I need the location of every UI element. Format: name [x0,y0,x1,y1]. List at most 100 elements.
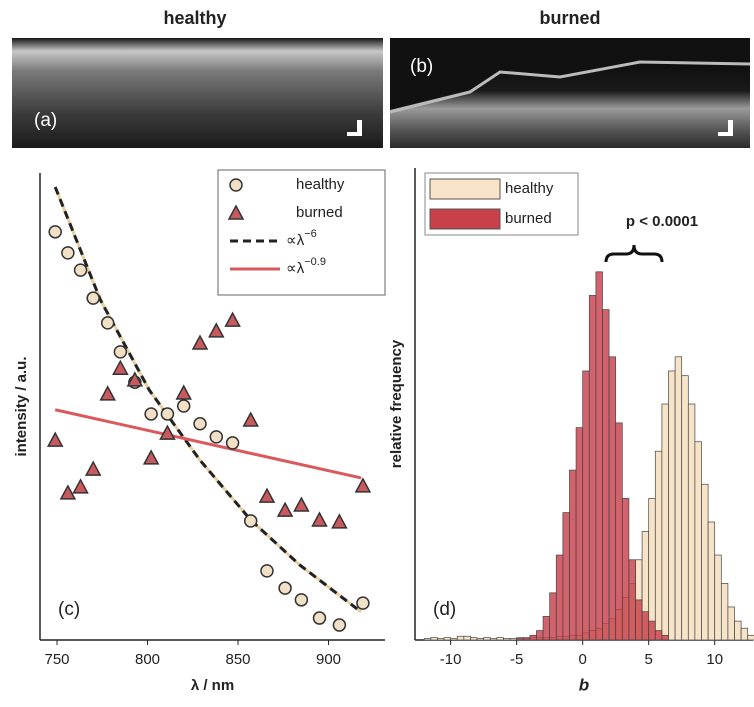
histogram-bar [522,637,531,641]
point [100,316,115,330]
histogram-bar [734,620,742,641]
legend-label: burned [505,210,552,227]
histogram-bar [727,606,735,641]
legend-marker [227,204,245,220]
point [225,436,240,450]
point [112,359,129,375]
point [99,385,116,401]
x-tick-label: 750 [44,651,69,668]
histogram-bar [654,450,663,641]
image-title: healthy [163,8,226,28]
oct-image-b: (b) [389,38,751,148]
x-tick-label: -5 [510,651,523,668]
histogram-bar [648,498,656,641]
point [176,399,191,413]
point [260,564,274,578]
histogram-bar [463,635,471,641]
point [311,511,328,527]
y-axis-label: relative frequency [388,339,405,468]
histogram-bar [496,637,504,641]
histogram-bar [740,627,749,641]
histogram-bar [707,521,716,641]
legend-name: ∝λ [286,260,305,277]
y-axis-label: intensity / a.u. [13,356,30,456]
x-tick-label: 0 [579,651,587,668]
point [175,384,192,400]
point [332,618,347,632]
x-tick-label: -10 [440,651,462,668]
histogram-bar [443,637,451,641]
legend-box [217,169,386,296]
legend-name: healthy [296,176,345,193]
legend-label: healthy [296,176,345,193]
point [356,596,370,610]
histogram-bar [714,554,722,641]
legend-patch [429,208,501,230]
histogram-bar [635,599,643,641]
histogram-bar [509,638,518,641]
histogram-bar [687,403,696,641]
brace [604,244,664,263]
legend-label: ∝λ−0.9 [286,256,326,277]
fit-line [53,186,363,614]
histogram-bar [489,638,498,641]
point [331,513,348,529]
histogram-bar [654,630,663,641]
panel-label: (c) [58,599,80,620]
x-tick-label: 10 [706,651,723,668]
histogram-bar [450,638,458,641]
histogram-bar [674,356,683,641]
histogram-bar [437,638,445,641]
annotation: p < 0.0001 [626,213,698,230]
x-tick-label: 850 [226,651,251,668]
point [209,430,224,444]
point [160,407,175,421]
x-tick-label: 800 [135,651,160,668]
histogram-bar [661,634,669,641]
point [258,487,276,503]
histogram-bar [542,616,551,641]
histogram-bar [694,441,702,641]
point [293,496,310,512]
point [113,345,128,359]
histogram-bar [549,592,557,641]
point [61,246,75,260]
histogram-bar [608,356,617,641]
point [278,581,292,595]
legend-marker [229,178,243,192]
x-axis-label: λ / nm [191,677,234,694]
histogram-bar [661,403,669,641]
histogram-bar [615,422,623,641]
histogram-bar [641,611,650,641]
histogram-bar [529,634,537,641]
histogram-bar [423,638,432,641]
point [159,424,176,440]
histogram-bar [701,483,709,641]
legend-label: healthy [505,180,554,197]
x-axis-label: b [579,675,589,694]
histogram-bar [668,370,676,641]
histogram-bar [621,498,630,641]
point [86,291,100,305]
point [243,514,258,528]
legend-name: burned [296,204,343,221]
histogram-bar [555,554,564,641]
histogram-bar [588,295,597,641]
image-title: burned [540,8,601,28]
histogram-bar [562,512,570,641]
image-label: (b) [410,56,433,77]
legend-label: burned [296,204,343,221]
point [242,411,259,427]
point [354,477,372,493]
x-tick-label: 900 [316,651,341,668]
histogram-bar [503,638,511,641]
histogram-bar [483,637,491,641]
point [84,460,102,476]
histogram-bar [456,635,465,641]
x-tick-label: 5 [645,651,653,668]
histogram-bar [430,637,438,641]
legend-patch [429,178,501,200]
fit-line [54,408,362,480]
point [73,263,88,277]
